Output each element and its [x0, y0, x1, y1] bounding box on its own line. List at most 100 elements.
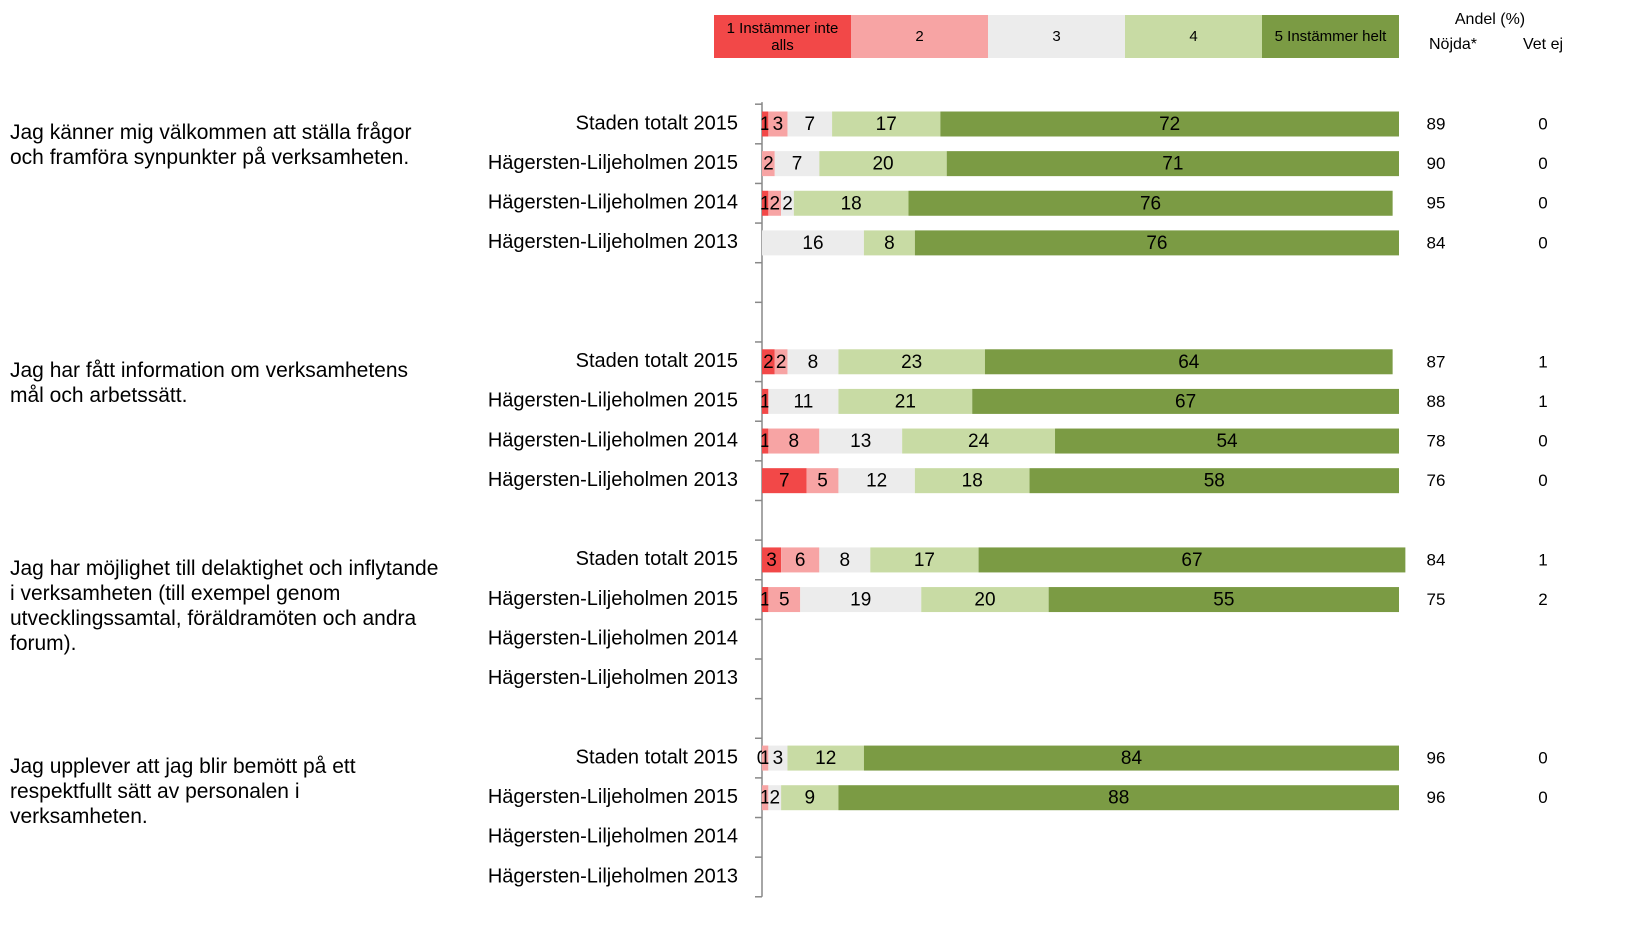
- column-value: 90: [1427, 154, 1446, 173]
- segment-label: 1: [760, 748, 771, 769]
- segment-label: 2: [763, 154, 774, 175]
- segment-label: 54: [1216, 431, 1238, 452]
- bar-segment: [768, 745, 788, 771]
- bar-segment: [838, 468, 915, 494]
- segment-label: 17: [876, 114, 897, 135]
- segment-label: 1: [760, 590, 771, 611]
- bar-segment: [768, 111, 788, 137]
- bar-segment: [838, 785, 1399, 811]
- bar-segment: [762, 388, 769, 414]
- bar-segment: [762, 151, 775, 177]
- legend-item: 4: [1125, 15, 1262, 58]
- segment-label: 9: [804, 788, 815, 809]
- column-value: 96: [1427, 749, 1446, 768]
- bar-segment: [768, 785, 782, 811]
- category-label: Hägersten-Liljeholmen 2014: [488, 192, 738, 214]
- bar-segment: [902, 428, 1056, 454]
- segment-label: 11: [794, 391, 814, 412]
- segment-label: 6: [795, 550, 806, 571]
- question: Jag har möjlighet till delaktighet och i…: [10, 556, 439, 655]
- legend-item: 1 Instämmer inte alls: [714, 15, 851, 58]
- bar-segment: [863, 230, 915, 256]
- column-value: 0: [1538, 154, 1547, 173]
- segment-label: 21: [895, 391, 916, 412]
- columns-title: Andel (%): [1455, 11, 1525, 28]
- segment-label: 67: [1175, 391, 1196, 412]
- category-label: Hägersten-Liljeholmen 2013: [488, 865, 738, 887]
- category-label: Staden totalt 2015: [576, 548, 738, 570]
- bar-segment: [1048, 587, 1399, 613]
- bar-segment: [781, 547, 820, 573]
- bar-segment: [787, 111, 833, 137]
- column-value: 0: [1538, 233, 1547, 252]
- bar-segment: [774, 349, 788, 375]
- category-label: Hägersten-Liljeholmen 2013: [488, 231, 738, 253]
- segment-label: 55: [1213, 590, 1234, 611]
- bar-segment: [838, 388, 973, 414]
- category-label: Staden totalt 2015: [576, 350, 738, 372]
- column-value: 78: [1427, 432, 1446, 451]
- bar-segment: [774, 151, 820, 177]
- bar-segment: [819, 547, 871, 573]
- segment-label: 7: [804, 114, 815, 135]
- segment-label: 5: [779, 590, 790, 611]
- segment-label: 76: [1146, 233, 1167, 254]
- column-value: 88: [1427, 392, 1446, 411]
- column-value: 1: [1538, 352, 1547, 371]
- column-value: 87: [1427, 352, 1446, 371]
- column-value: 84: [1427, 550, 1446, 569]
- column-value: 0: [1538, 194, 1547, 213]
- bar-segment: [1055, 428, 1399, 454]
- column-value: 1: [1538, 550, 1547, 569]
- bar-segment: [781, 190, 794, 216]
- category-label: Hägersten-Liljeholmen 2015: [488, 588, 738, 610]
- column-value: 0: [1538, 471, 1547, 490]
- bar-segment: [762, 428, 769, 454]
- bar-segment: [838, 349, 985, 375]
- segment-label: 2: [769, 788, 780, 809]
- column-value: 0: [1538, 432, 1547, 451]
- bar-segment: [800, 587, 922, 613]
- bar-segment: [921, 587, 1049, 613]
- segment-label: 23: [901, 352, 922, 373]
- category-label: Hägersten-Liljeholmen 2015: [488, 390, 738, 412]
- bar-segment: [768, 428, 820, 454]
- bar-segment: [762, 468, 807, 494]
- bar-segment: [972, 388, 1399, 414]
- column-value: 0: [1538, 114, 1547, 133]
- segment-label: 8: [789, 431, 800, 452]
- column-value: 2: [1538, 590, 1547, 609]
- category-label: Hägersten-Liljeholmen 2014: [488, 627, 738, 649]
- segment-label: 12: [866, 471, 887, 492]
- segment-label: 19: [850, 590, 871, 611]
- category-label: Hägersten-Liljeholmen 2014: [488, 826, 738, 848]
- bar-segment: [870, 547, 979, 573]
- bar-segment: [940, 111, 1399, 137]
- bar-segment: [914, 468, 1030, 494]
- segment-label: 20: [974, 590, 995, 611]
- legend-item: 5 Instämmer helt: [1262, 15, 1399, 58]
- bar-segment: [762, 785, 769, 811]
- segment-label: 7: [792, 154, 803, 175]
- column-value: 89: [1427, 114, 1446, 133]
- segment-label: 24: [968, 431, 990, 452]
- bar-segment: [762, 745, 769, 771]
- bar-segment: [1029, 468, 1399, 494]
- column-value: 1: [1538, 392, 1547, 411]
- segment-label: 3: [773, 114, 784, 135]
- segment-label: 5: [817, 471, 828, 492]
- segment-label: 3: [766, 550, 777, 571]
- segment-label: 16: [802, 233, 823, 254]
- bar-segment: [762, 230, 864, 256]
- segment-label: 18: [962, 471, 983, 492]
- column-header: Vet ej: [1523, 36, 1563, 53]
- column-value: 75: [1427, 590, 1446, 609]
- segment-label: 64: [1178, 352, 1200, 373]
- bar-segment: [768, 388, 839, 414]
- segment-label: 2: [776, 352, 787, 373]
- segment-label: 71: [1162, 154, 1183, 175]
- category-label: Hägersten-Liljeholmen 2014: [488, 429, 738, 451]
- segment-label: 1: [760, 114, 771, 135]
- bar-segment: [762, 547, 782, 573]
